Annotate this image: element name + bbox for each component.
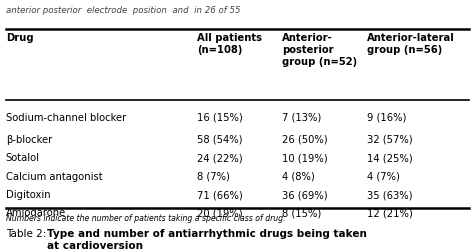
Text: 58 (54%): 58 (54%) (197, 134, 242, 144)
Text: 24 (22%): 24 (22%) (197, 152, 242, 163)
Text: 4 (8%): 4 (8%) (282, 171, 315, 181)
Text: Type and number of antiarrhythmic drugs being taken
at cardioversion: Type and number of antiarrhythmic drugs … (47, 228, 367, 250)
Text: 4 (7%): 4 (7%) (367, 171, 400, 181)
Text: 26 (50%): 26 (50%) (282, 134, 328, 144)
Text: Anterior-
posterior
group (n=52): Anterior- posterior group (n=52) (282, 33, 357, 67)
Text: Sodium-channel blocker: Sodium-channel blocker (6, 112, 126, 122)
Text: 35 (63%): 35 (63%) (367, 189, 413, 199)
Text: Digitoxin: Digitoxin (6, 189, 50, 199)
Text: 71 (66%): 71 (66%) (197, 189, 243, 199)
Text: Drug: Drug (6, 33, 33, 43)
Text: Amiodarone: Amiodarone (6, 208, 66, 218)
Text: Calcium antagonist: Calcium antagonist (6, 171, 102, 181)
Text: 9 (16%): 9 (16%) (367, 112, 407, 122)
Text: Numbers indicate the number of patients taking a specific class of drug.: Numbers indicate the number of patients … (6, 213, 285, 222)
Text: Sotalol: Sotalol (6, 152, 40, 163)
Text: β-blocker: β-blocker (6, 134, 52, 144)
Text: 10 (19%): 10 (19%) (282, 152, 328, 163)
Text: 16 (15%): 16 (15%) (197, 112, 243, 122)
Text: 12 (21%): 12 (21%) (367, 208, 413, 218)
Text: Anterior-lateral
group (n=56): Anterior-lateral group (n=56) (367, 33, 455, 55)
Text: 32 (57%): 32 (57%) (367, 134, 413, 144)
Text: 8 (7%): 8 (7%) (197, 171, 229, 181)
Text: All patients
(n=108): All patients (n=108) (197, 33, 262, 55)
Text: 36 (69%): 36 (69%) (282, 189, 328, 199)
Text: 14 (25%): 14 (25%) (367, 152, 413, 163)
Text: Table 2:: Table 2: (6, 228, 49, 238)
Text: 8 (15%): 8 (15%) (282, 208, 321, 218)
Text: 20 (19%): 20 (19%) (197, 208, 242, 218)
Text: 7 (13%): 7 (13%) (282, 112, 321, 122)
Text: anterior posterior  electrode  position  and  in 26 of 55: anterior posterior electrode position an… (6, 6, 240, 15)
